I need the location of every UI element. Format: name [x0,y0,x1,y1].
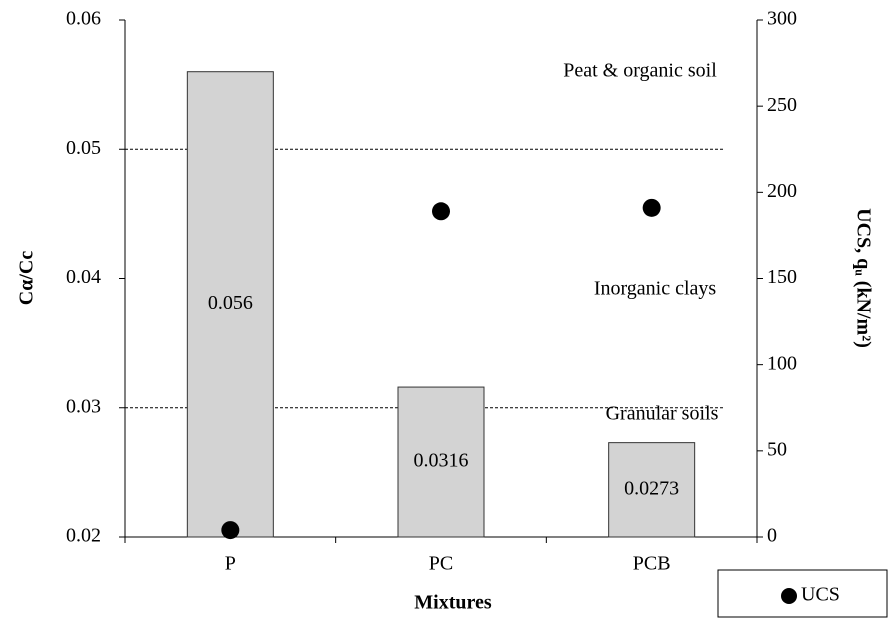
y2-tick-label: 100 [767,352,797,374]
annotation: Granular soils [606,403,719,425]
y2-tick-label: 300 [767,8,797,30]
y-tick-label: 0.02 [66,525,101,547]
point [221,521,240,540]
y-tick-label: 0.05 [66,137,101,159]
y2-tick-label: 150 [767,266,797,288]
y-tick-label: 0.06 [66,8,101,30]
annotation: Inorganic clays [594,278,717,300]
y2-tick-label: 50 [767,438,787,460]
y2-axis-title: UCS, qᵤ (kN/m²) [852,208,874,348]
y-axis-title: Cα/Cc [16,251,38,306]
x-tick-label: PC [429,553,453,575]
value-label: 0.0316 [414,450,469,472]
x-tick-label: PCB [633,553,671,575]
point [642,198,661,217]
bar [186,71,274,538]
x-axis-title: Mixtures [414,592,492,614]
bar [397,386,485,538]
value-label: 0.056 [208,292,253,314]
value-label: 0.0273 [624,477,679,499]
legend-label: UCS [801,584,840,606]
point [432,202,450,221]
legend-box [717,569,888,618]
bar [608,442,696,538]
annotation: Peat & organic soil [563,60,717,82]
y-tick-label: 0.04 [66,266,101,288]
y2-tick-label: 200 [767,180,797,202]
y-tick-label: 0.03 [66,395,101,417]
x-tick-label: P [225,553,236,575]
y2-tick-label: 250 [767,94,797,116]
legend-marker [781,588,797,604]
y2-tick-label: 0 [767,525,777,547]
